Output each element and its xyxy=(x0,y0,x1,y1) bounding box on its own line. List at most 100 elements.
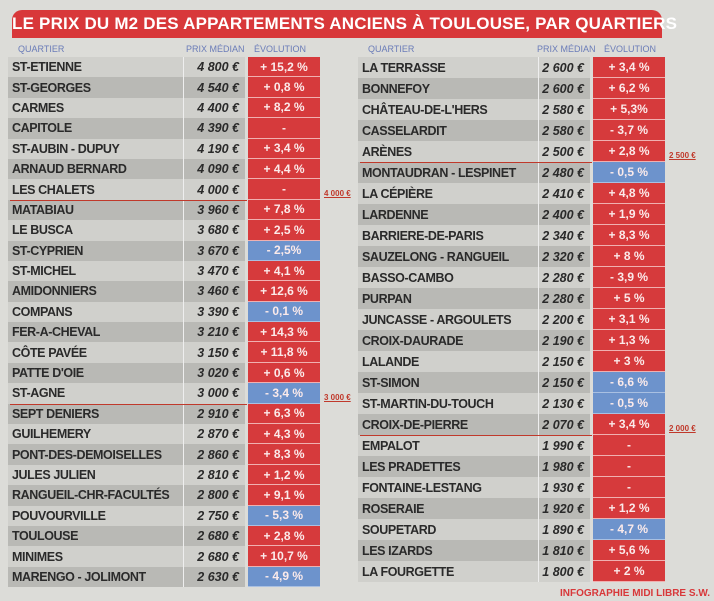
table-row: LARDENNE 2 400 € + 1,9 % xyxy=(358,204,665,225)
threshold-label: 4 000 € xyxy=(324,188,351,198)
quartier-name: MONTAUDRAN - LESPINET xyxy=(358,162,538,183)
evolution-badge: - 4,7 % xyxy=(593,519,665,540)
table-row: CÔTE PAVÉE 3 150 € + 11,8 % xyxy=(8,342,320,363)
median-price: 4 190 € xyxy=(183,138,245,159)
quartier-name: JULES JULIEN xyxy=(8,464,183,486)
evolution-badge: + 15,2 % xyxy=(248,57,320,78)
table-row: ST-AUBIN - DUPUY 4 190 € + 3,4 % xyxy=(8,138,320,159)
median-price: 2 600 € xyxy=(538,57,590,78)
quartier-name: CHÂTEAU-DE-L'HERS xyxy=(358,99,538,120)
evolution-badge: - 4,9 % xyxy=(248,566,320,588)
median-price: 2 870 € xyxy=(183,424,245,445)
quartier-name: CARMES xyxy=(8,97,183,119)
evolution-badge: + 1,3 % xyxy=(593,330,665,351)
evolution-badge: - 0,5 % xyxy=(593,162,665,183)
median-price: 2 680 € xyxy=(183,525,245,547)
median-price: 2 680 € xyxy=(183,546,245,567)
quartier-name: CROIX-DE-PIERRE xyxy=(358,414,538,435)
table-row: CROIX-DE-PIERRE 2 070 € + 3,4 % xyxy=(358,414,665,435)
quartier-name: TOULOUSE xyxy=(8,525,183,547)
median-price: 3 470 € xyxy=(183,260,245,282)
evolution-badge: - 6,6 % xyxy=(593,372,665,393)
table-row: ST-MARTIN-DU-TOUCH 2 130 € - 0,5 % xyxy=(358,393,665,414)
table-row: FER-A-CHEVAL 3 210 € + 14,3 % xyxy=(8,322,320,343)
threshold-line xyxy=(360,435,592,436)
quartier-name: MINIMES xyxy=(8,546,183,567)
threshold-label: 2 500 € xyxy=(669,151,696,160)
quartier-name: BASSO-CAMBO xyxy=(358,267,538,288)
quartier-name: CAPITOLE xyxy=(8,118,183,139)
median-price: 2 580 € xyxy=(538,99,590,120)
evolution-badge: - xyxy=(248,179,320,200)
quartier-name: ST-AUBIN - DUPUY xyxy=(8,138,183,159)
evolution-badge: + 2,8 % xyxy=(593,141,665,162)
quartier-name: CROIX-DAURADE xyxy=(358,330,538,351)
table-row: SOUPETARD 1 890 € - 4,7 % xyxy=(358,519,665,540)
median-price: 2 200 € xyxy=(538,309,590,330)
median-price: 2 480 € xyxy=(538,162,590,183)
evolution-badge: + 5,3% xyxy=(593,99,665,120)
evolution-badge: + 14,3 % xyxy=(248,322,320,343)
evolution-badge: + 3,4 % xyxy=(593,414,665,435)
median-price: 4 090 € xyxy=(183,158,245,180)
quartier-name: ARÈNES xyxy=(358,141,538,162)
median-price: 4 400 € xyxy=(183,97,245,119)
header-quartier-right: QUARTIER xyxy=(368,44,415,54)
median-price: 2 070 € xyxy=(538,414,590,435)
evolution-badge: + 4,4 % xyxy=(248,158,320,180)
evolution-badge: + 2,5 % xyxy=(248,220,320,241)
evolution-badge: - xyxy=(593,456,665,477)
median-price: 3 960 € xyxy=(183,199,245,221)
table-row: LES PRADETTES 1 980 € - xyxy=(358,456,665,477)
evolution-badge: - 3,7 % xyxy=(593,120,665,141)
quartier-name: MARENGO - JOLIMONT xyxy=(8,566,183,588)
median-price: 3 460 € xyxy=(183,281,245,302)
median-price: 3 670 € xyxy=(183,240,245,261)
table-row: SAUZELONG - RANGUEIL 2 320 € + 8 % xyxy=(358,246,665,267)
table-row: SEPT DENIERS 2 910 € + 6,3 % xyxy=(8,403,320,425)
median-price: 2 910 € xyxy=(183,403,245,425)
median-price: 2 150 € xyxy=(538,351,590,372)
table-row: ARNAUD BERNARD 4 090 € + 4,4 % xyxy=(8,158,320,180)
median-price: 2 130 € xyxy=(538,393,590,414)
evolution-badge: - xyxy=(248,118,320,139)
evolution-badge: + 3,4 % xyxy=(248,138,320,159)
evolution-badge: - 0,1 % xyxy=(248,301,320,323)
median-price: 4 390 € xyxy=(183,118,245,139)
page-title: LE PRIX DU M2 DES APPARTEMENTS ANCIENS À… xyxy=(12,10,677,38)
table-row: CHÂTEAU-DE-L'HERS 2 580 € + 5,3% xyxy=(358,99,665,120)
quartier-name: FONTAINE-LESTANG xyxy=(358,477,538,498)
threshold-label: 2 000 € xyxy=(669,424,696,433)
evolution-badge: + 1,2 % xyxy=(593,498,665,519)
evolution-badge: + 8,3 % xyxy=(248,444,320,465)
quartier-name: LES CHALETS xyxy=(8,179,183,200)
evolution-badge: + 5,6 % xyxy=(593,540,665,561)
quartier-name: RANGUEIL-CHR-FACULTÉS xyxy=(8,485,183,506)
median-price: 3 210 € xyxy=(183,322,245,343)
quartier-name: ST-CYPRIEN xyxy=(8,240,183,261)
median-price: 2 600 € xyxy=(538,78,590,99)
evolution-badge: - 0,5 % xyxy=(593,393,665,414)
table-row: ST-MICHEL 3 470 € + 4,1 % xyxy=(8,260,320,282)
table-row: FONTAINE-LESTANG 1 930 € - xyxy=(358,477,665,498)
median-price: 4 800 € xyxy=(183,57,245,78)
table-row: BASSO-CAMBO 2 280 € - 3,9 % xyxy=(358,267,665,288)
table-row: LA FOURGETTE 1 800 € + 2 % xyxy=(358,561,665,582)
median-price: 2 580 € xyxy=(538,120,590,141)
table-row: BARRIERE-DE-PARIS 2 340 € + 8,3 % xyxy=(358,225,665,246)
header-evolution: ÉVOLUTION xyxy=(254,44,307,54)
evolution-badge: + 1,9 % xyxy=(593,204,665,225)
evolution-badge: + 2 % xyxy=(593,561,665,582)
table-row: CROIX-DAURADE 2 190 € + 1,3 % xyxy=(358,330,665,351)
median-price: 4 540 € xyxy=(183,77,245,98)
quartier-name: ST-MARTIN-DU-TOUCH xyxy=(358,393,538,414)
header-quartier: QUARTIER xyxy=(18,44,65,54)
table-row: PONT-DES-DEMOISELLES 2 860 € + 8,3 % xyxy=(8,444,320,465)
quartier-name: PATTE D'OIE xyxy=(8,362,183,384)
credit: INFOGRAPHIE MIDI LIBRE S.W. xyxy=(559,588,710,599)
header-prix: PRIX MÉDIAN xyxy=(186,44,245,54)
median-price: 1 800 € xyxy=(538,561,590,582)
quartier-name: JUNCASSE - ARGOULETS xyxy=(358,309,538,330)
median-price: 1 810 € xyxy=(538,540,590,561)
table-row: LE BUSCA 3 680 € + 2,5 % xyxy=(8,220,320,241)
